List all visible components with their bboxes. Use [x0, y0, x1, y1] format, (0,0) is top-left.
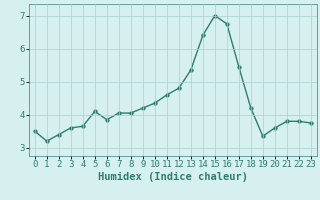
X-axis label: Humidex (Indice chaleur): Humidex (Indice chaleur)	[98, 172, 248, 182]
